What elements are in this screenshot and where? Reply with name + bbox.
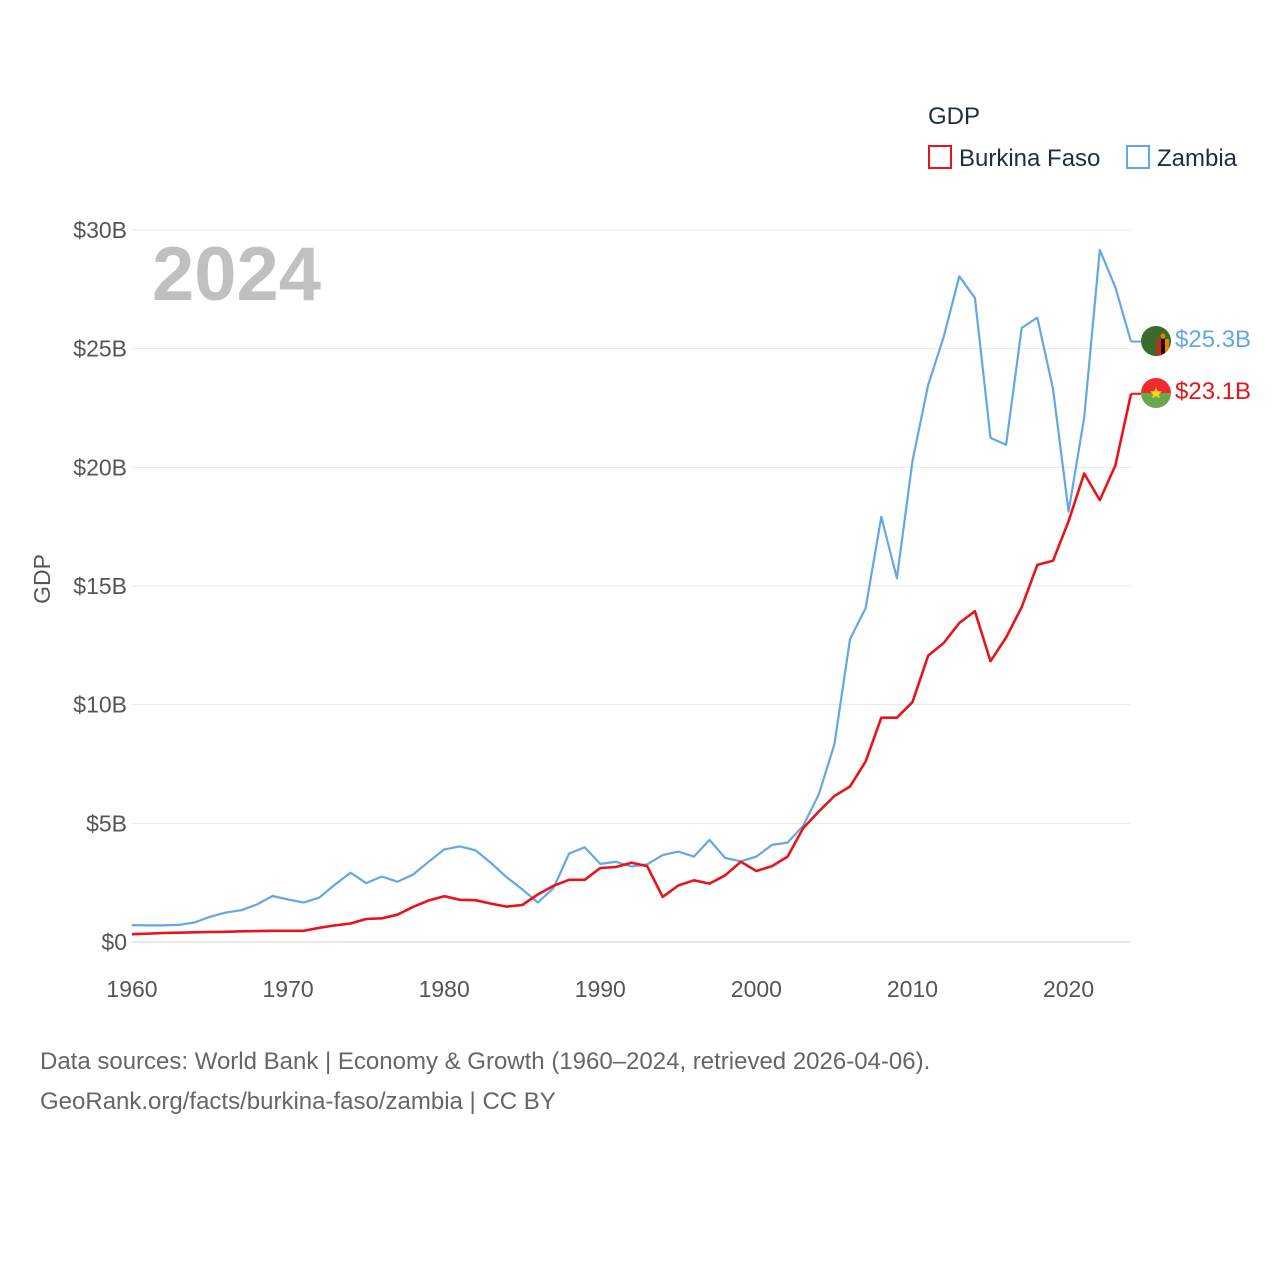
- source-line-2[interactable]: GeoRank.org/facts/burkina-faso/zambia | …: [40, 1088, 556, 1115]
- source-line-1: Data sources: World Bank | Economy & Gro…: [40, 1048, 931, 1075]
- burkina-faso-flag-icon: [1141, 378, 1171, 408]
- legend-title: GDP: [928, 103, 980, 130]
- x-tick-label: 2010: [887, 976, 938, 1002]
- zambia-flag-icon: [1141, 326, 1171, 356]
- end-label-burkina-faso: $23.1B: [1175, 378, 1251, 405]
- y-tick-label: $15B: [73, 573, 127, 599]
- series-line-burkina-faso[interactable]: [131, 393, 1133, 936]
- legend: GDP Burkina Faso Zambia: [928, 103, 1238, 172]
- y-tick-label: $30B: [73, 217, 127, 243]
- y-axis-ticks: $0 $5B $10B $15B $20B $25B $30B: [73, 217, 127, 955]
- year-label: 2024: [152, 232, 321, 317]
- end-label-zambia: $25.3B: [1175, 326, 1251, 353]
- y-tick-label: $25B: [73, 336, 127, 362]
- x-tick-label: 2000: [731, 976, 782, 1002]
- legend-swatch-burkina-faso[interactable]: [928, 145, 952, 169]
- y-tick-label: $20B: [73, 454, 127, 480]
- x-tick-label: 1990: [575, 976, 626, 1002]
- x-tick-label: 1970: [263, 976, 314, 1002]
- x-axis-ticks: 1960 1970 1980 1990 2000 2010 2020: [106, 976, 1094, 1002]
- legend-swatch-zambia[interactable]: [1126, 145, 1150, 169]
- legend-label-burkina-faso[interactable]: Burkina Faso: [959, 145, 1100, 172]
- legend-label-zambia[interactable]: Zambia: [1157, 145, 1238, 172]
- x-tick-label: 1980: [419, 976, 470, 1002]
- data-source-note: Data sources: World Bank | Economy & Gro…: [40, 1042, 1240, 1122]
- y-tick-label: $0: [101, 929, 127, 955]
- series-lines: [131, 248, 1141, 936]
- series-line-zambia[interactable]: [131, 248, 1133, 927]
- x-tick-label: 1960: [106, 976, 157, 1002]
- y-tick-label: $10B: [73, 692, 127, 718]
- y-tick-label: $5B: [86, 810, 127, 836]
- x-tick-label: 2020: [1043, 976, 1094, 1002]
- y-axis-title: GDP: [29, 554, 55, 604]
- grid-lines: [132, 229, 1131, 943]
